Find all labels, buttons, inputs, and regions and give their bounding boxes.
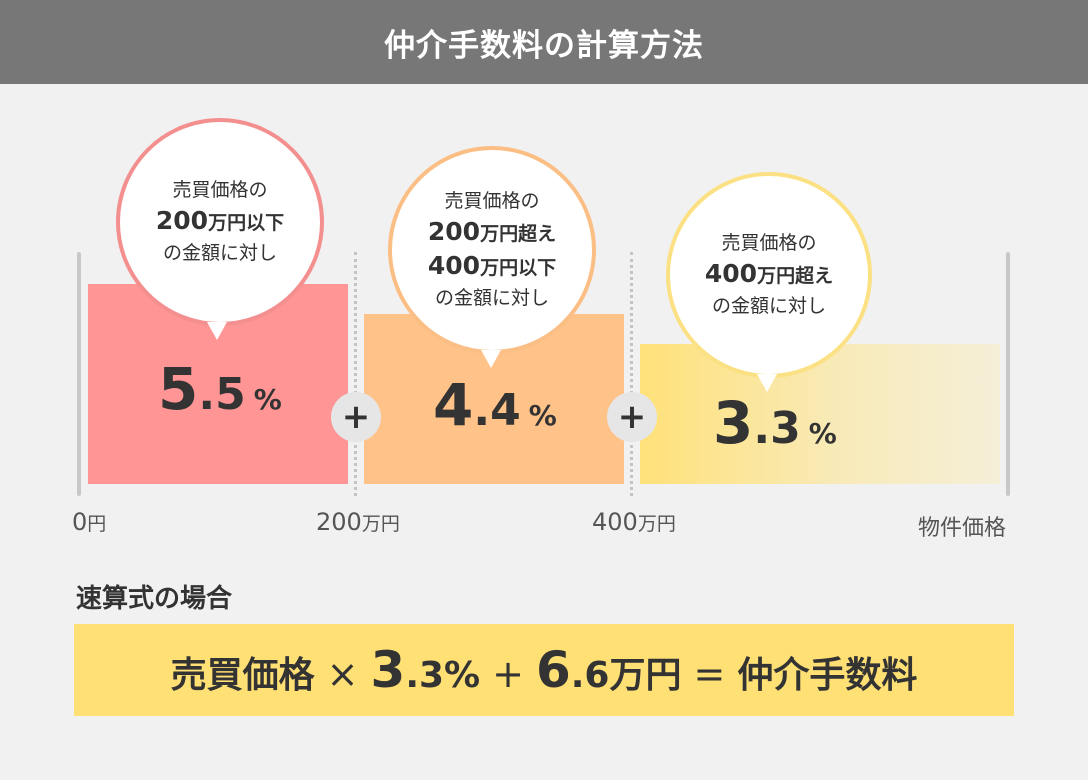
formula-result: 仲介手数料 [737, 655, 918, 696]
tier2-bubble-range1: 200万円超え [428, 216, 556, 250]
page-header: 仲介手数料の計算方法 [0, 0, 1088, 84]
tier1-bubble-tail [207, 322, 227, 340]
tick-400-num: 400 [592, 508, 638, 536]
page-title: 仲介手数料の計算方法 [384, 27, 704, 64]
tier2-bubble-line3: の金額に対し [434, 287, 549, 309]
quick-formula-box: 売買価格 × 3.3% + 6.6万円 = 仲介手数料 [74, 624, 1014, 716]
tier3-rate-pct: % [808, 417, 837, 450]
formula-plus: + [492, 652, 524, 696]
tick-400-unit: 万円 [637, 513, 676, 535]
formula-price: 売買価格 [170, 655, 315, 696]
tick-200: 200 万円 [316, 508, 400, 536]
tier1-rate-whole: 5 [158, 355, 199, 423]
quick-formula-title: 速算式の場合 [76, 584, 233, 614]
formula-equals: = [693, 652, 726, 696]
tick-0-unit: 円 [87, 513, 107, 535]
formula-rate-rest: .3% [405, 655, 481, 696]
formula-add-rest: .6万円 [570, 655, 682, 696]
tier2-rate-whole: 4 [433, 371, 474, 439]
tier1-bubble: 売買価格の 200万円以下 の金額に対し [116, 118, 324, 326]
tier3-bar [640, 344, 1000, 484]
tier2-bubble-line1: 売買価格の [444, 190, 540, 212]
plus-icon-1: + [331, 392, 381, 442]
tier1-rate: 5.5% [158, 360, 282, 418]
tier2-bubble-unit2: 万円以下 [480, 257, 557, 279]
tier2-bubble-num2: 400 [427, 251, 481, 280]
tier3-bubble: 売買価格の 400万円超え の金額に対し [666, 172, 872, 378]
tier3-bubble-num: 400 [704, 259, 758, 288]
tier2-bubble-tail [481, 350, 501, 368]
formula-times: × [326, 652, 359, 696]
tier3-bubble-line3: の金額に対し [711, 295, 826, 317]
tier1-bubble-unit: 万円以下 [208, 212, 285, 234]
tier2-rate: 4.4% [433, 376, 557, 434]
tier1-bubble-line1: 売買価格の [172, 179, 268, 201]
formula-rate-whole: 3 [370, 641, 406, 699]
tier2-bubble-range2: 400万円以下 [428, 250, 556, 284]
plus-icon-2: + [607, 392, 657, 442]
tier1-bubble-num: 200 [155, 206, 209, 235]
tier1-bubble-line3: の金額に対し [162, 242, 277, 264]
tier2-bubble: 売買価格の 200万円超え 400万円以下 の金額に対し [388, 146, 596, 354]
tier1-bubble-range: 200万円以下 [156, 205, 284, 239]
tier3-bubble-unit: 万円超え [757, 265, 834, 287]
tier3-rate: 3.3% [713, 394, 837, 452]
tick-200-unit: 万円 [361, 513, 400, 535]
tier3-rate-whole: 3 [713, 389, 754, 457]
tier2-bubble-num1: 200 [427, 217, 481, 246]
tier2-rate-frac: .4 [473, 385, 521, 436]
tick-200-num: 200 [316, 508, 362, 536]
axis-end-label: 物件価格 [918, 516, 1007, 541]
tier3-bubble-tail [757, 374, 777, 392]
divider-200 [354, 252, 357, 496]
divider-400 [630, 252, 633, 496]
formula-add-whole: 6 [535, 641, 571, 699]
tier2-bubble-unit1: 万円超え [480, 223, 557, 245]
tier3-bubble-range: 400万円超え [705, 258, 833, 292]
tier3-rate-frac: .3 [753, 403, 801, 454]
tier2-rate-pct: % [528, 399, 557, 432]
tick-400: 400 万円 [592, 508, 676, 536]
tick-0-num: 0 [72, 508, 88, 536]
tier3-bubble-line1: 売買価格の [721, 232, 817, 254]
tier1-rate-frac: .5 [198, 369, 246, 420]
axis-left-line [77, 252, 81, 496]
tier1-rate-pct: % [253, 383, 282, 416]
axis-right-line [1006, 252, 1010, 496]
